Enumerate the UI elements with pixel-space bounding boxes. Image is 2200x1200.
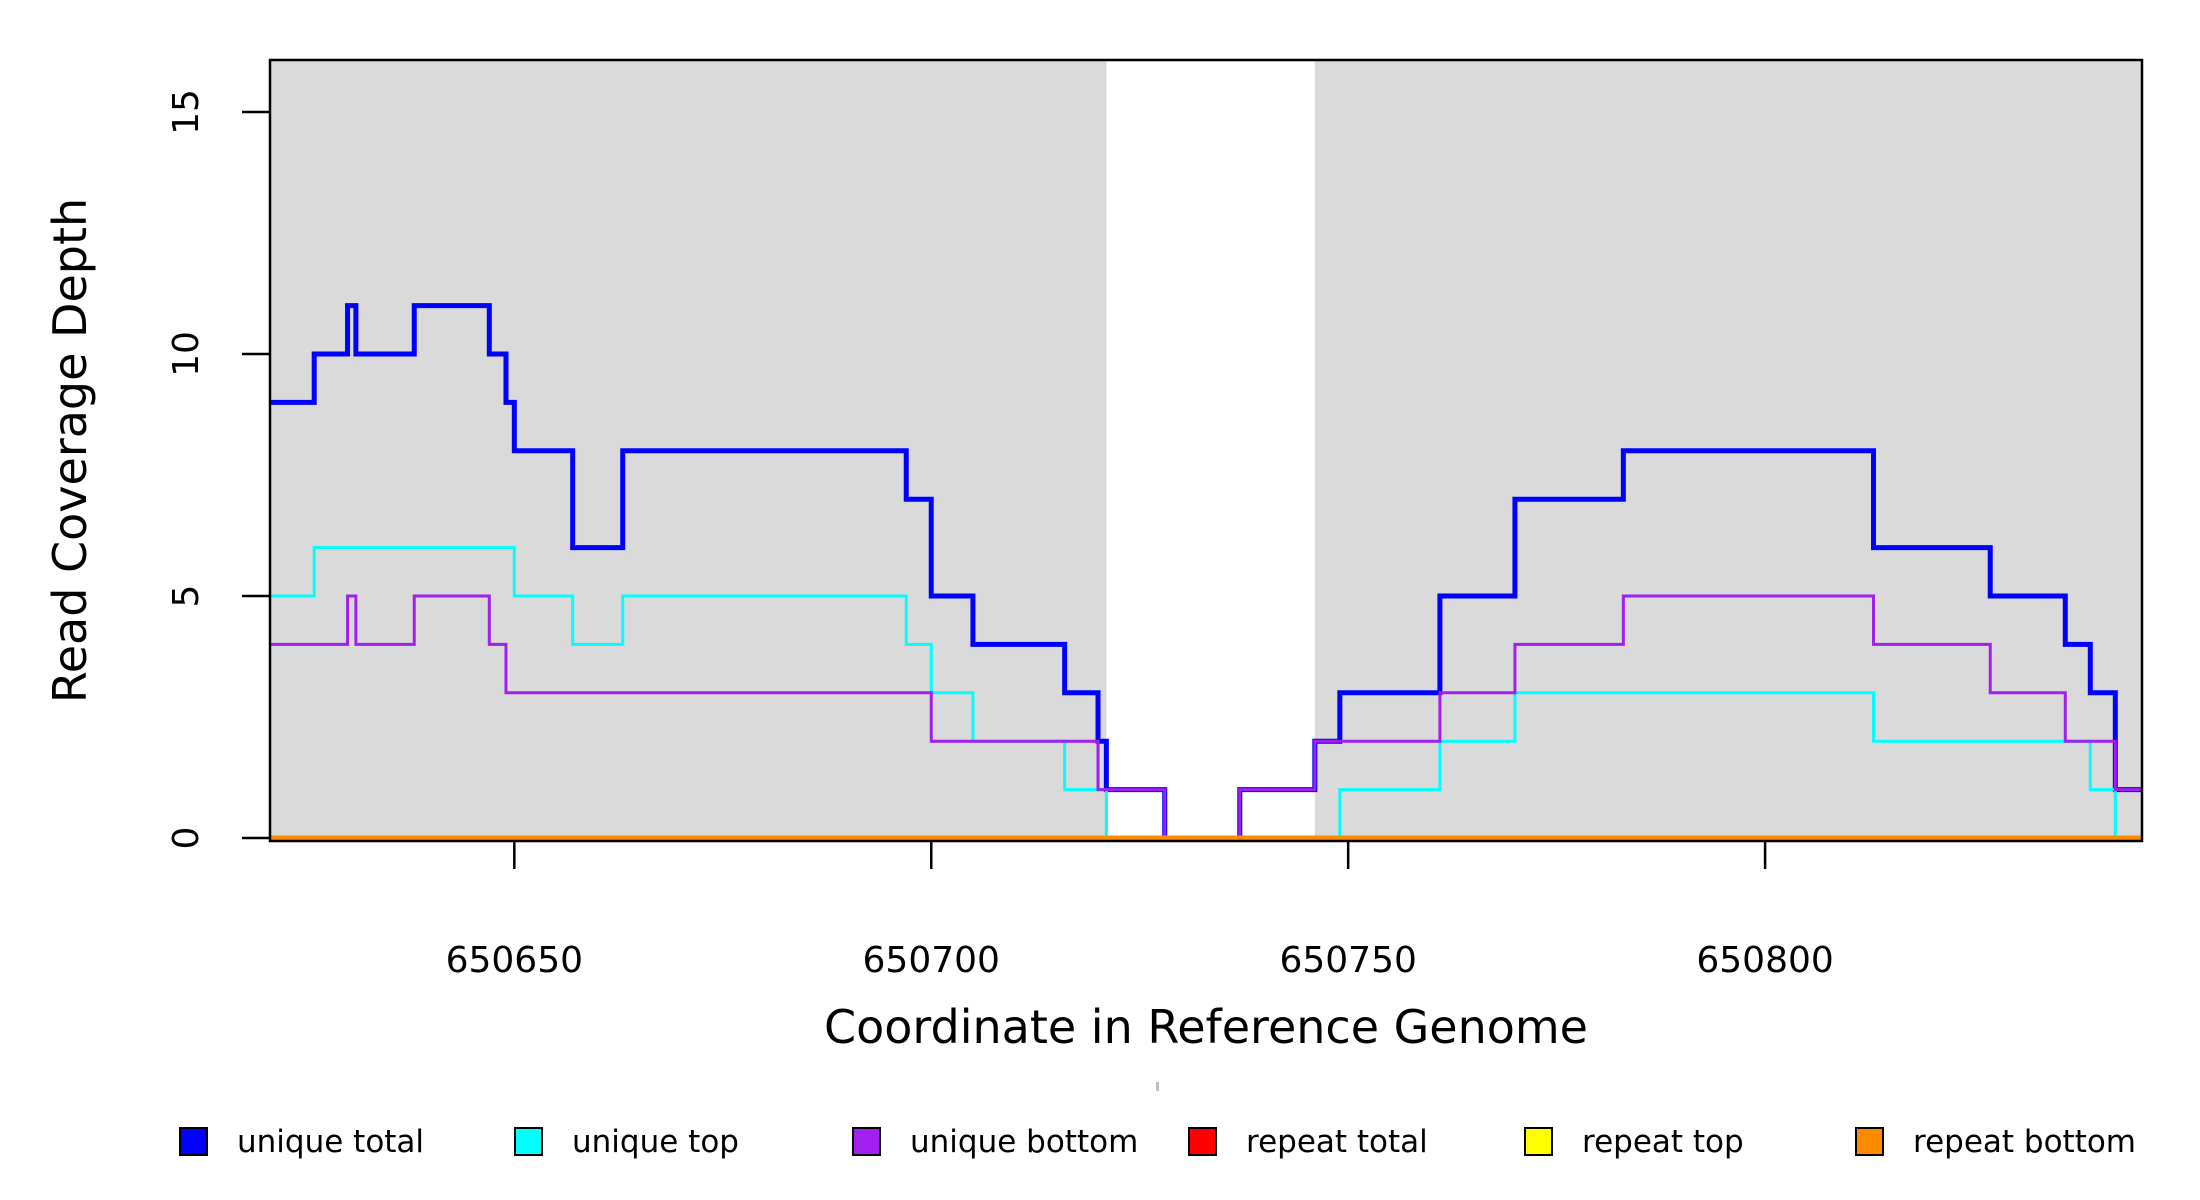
legend-swatch-unique-bottom [852,1127,881,1156]
series-line-unique-bottom [270,594,2142,840]
legend-swatch-repeat-top [1524,1127,1553,1156]
plot-frame [268,58,2144,843]
series-line-unique-total [270,303,2142,841]
legend-swatch-repeat-bottom [1855,1127,1884,1156]
x-axis-tick-label: 650800 [1696,940,1833,981]
legend-label-unique-top: unique top [572,1124,739,1160]
y-axis-tick-label: 15 [166,89,207,135]
legend-label-repeat-bottom: repeat bottom [1913,1124,2136,1160]
x-axis-title: Coordinate in Reference Genome [824,1000,1588,1054]
y-axis-tick-label: 5 [166,585,207,608]
legend-label-repeat-top: repeat top [1582,1124,1744,1160]
legend-swatch-repeat-total [1188,1127,1217,1156]
x-axis-tick-label: 650650 [446,940,583,981]
y-axis-tick-label: 10 [166,331,207,377]
x-axis-tick-label: 650700 [863,940,1000,981]
stray-artifact-mark [1156,1082,1159,1091]
legend-label-repeat-total: repeat total [1246,1124,1428,1160]
legend-label-unique-bottom: unique bottom [910,1124,1138,1160]
x-axis-tick-label: 650750 [1279,940,1416,981]
legend-label-unique-total: unique total [237,1124,424,1160]
series-line-unique-top [270,546,2142,840]
legend-swatch-unique-total [179,1127,208,1156]
y-axis-title: Read Coverage Depth [43,198,97,703]
legend-swatch-unique-top [514,1127,543,1156]
y-axis-tick-label: 0 [166,827,207,850]
